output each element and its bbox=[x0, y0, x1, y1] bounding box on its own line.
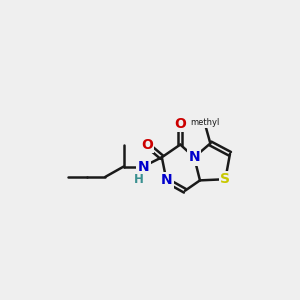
Text: methyl: methyl bbox=[190, 118, 219, 127]
Text: O: O bbox=[141, 138, 153, 152]
Text: H: H bbox=[134, 173, 144, 186]
Text: N: N bbox=[160, 173, 172, 188]
Text: O: O bbox=[174, 117, 186, 131]
Text: N: N bbox=[137, 160, 149, 173]
Text: S: S bbox=[220, 172, 230, 186]
Text: N: N bbox=[188, 150, 200, 164]
